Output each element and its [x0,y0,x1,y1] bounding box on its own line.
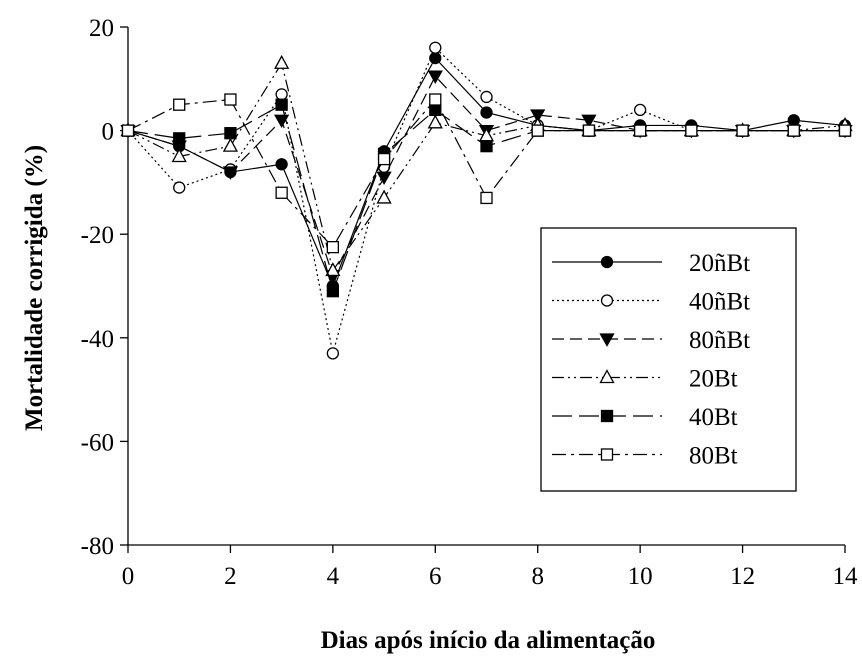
data-point [326,240,340,254]
data-point [531,124,544,137]
y-tick-label: -20 [81,222,114,249]
x-tick-label: 12 [730,563,755,590]
legend-label: 40Bt [689,404,738,431]
legend-marker [600,255,614,269]
x-axis-title: Dias após início da alimentação [321,627,656,654]
data-point [274,54,290,69]
data-point [633,103,647,117]
series-line [127,98,845,249]
data-point [326,347,340,360]
x-tick-label: 6 [429,563,442,590]
data-point [224,127,237,140]
data-point [222,166,239,180]
series-5 [121,93,852,254]
legend-item: 80Bt [552,443,738,470]
data-point [530,109,546,123]
data-point [582,124,596,137]
data-point [171,148,187,163]
legend-marker [600,294,614,307]
data-point [838,124,852,137]
data-point [377,152,391,166]
data-point [480,191,493,205]
data-point [427,114,443,129]
data-point [581,114,597,129]
legend-label: 80Bt [689,443,738,470]
data-point [429,41,442,54]
data-point [736,124,749,137]
x-tick-label: 4 [327,563,340,590]
data-point [429,93,442,106]
legend-marker [599,333,615,347]
legend-marker [599,369,615,384]
data-point [685,124,698,137]
data-point [275,186,288,199]
data-point [429,103,442,117]
data-point [173,181,186,194]
data-point [376,171,392,186]
data-point [480,106,493,119]
x-tick-label: 14 [833,563,859,590]
data-point [222,137,239,152]
y-tick-label: 20 [89,15,114,42]
y-tick-label: -40 [81,326,114,353]
legend: 20ñBt 40ñBt 80ñBt 20Bt 40Bt 80Bt [540,227,797,492]
data-point [633,124,647,137]
y-tick-label: -80 [81,533,114,560]
data-point [427,70,443,85]
x-tick-label: 0 [122,563,135,590]
data-point [787,124,800,137]
legend-marker [600,448,614,461]
data-point [173,132,186,145]
legend-item: 20ñBt [552,250,750,277]
data-point [480,90,493,104]
legend-label: 40ñBt [689,289,750,316]
x-tick-label: 2 [224,563,237,590]
y-axis-title: Mortalidade corrigida (%) [21,145,48,431]
data-point [173,98,186,111]
data-point [275,88,288,101]
data-point [275,98,288,111]
legend-label: 80ñBt [689,327,750,354]
legend-box [540,227,797,492]
legend-item: 20Bt [552,366,738,393]
legend-item: 40Bt [552,404,738,431]
legend-label: 20ñBt [689,250,750,277]
data-point [376,189,392,204]
data-point [480,139,493,153]
series-layer [120,41,853,360]
data-point [224,93,237,106]
legend-label: 20Bt [689,366,738,393]
data-point [275,158,288,171]
legend-item: 80ñBt [552,327,750,354]
data-point [326,285,340,298]
legend-marker [600,409,614,423]
legend-item: 40ñBt [552,289,750,316]
data-point [325,262,341,277]
series-line [127,46,845,354]
data-point [121,124,135,137]
y-tick-label: -60 [81,429,114,456]
data-point [429,51,442,65]
y-tick-label: 0 [102,119,115,146]
x-tick-label: 10 [628,563,653,590]
axes: 0 2 4 6 8 10 12 14 20 0 -20 -40 -60 -80 [81,15,858,590]
x-tick-label: 8 [531,563,544,590]
